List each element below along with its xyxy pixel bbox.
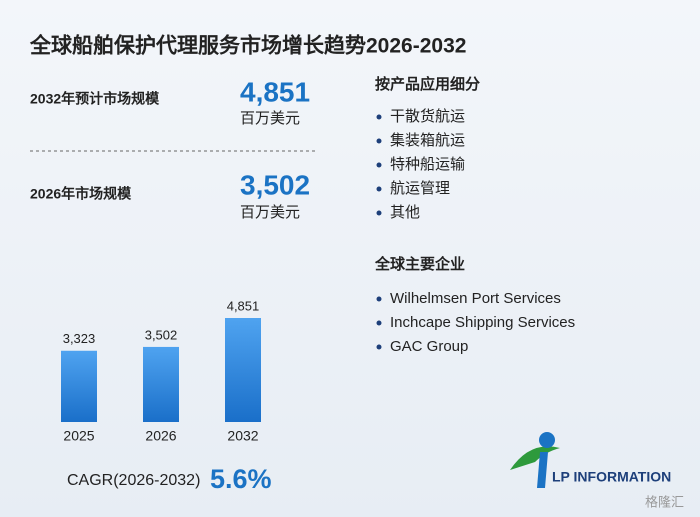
x-tick-label: 2026 bbox=[145, 428, 176, 444]
x-tick-label: 2025 bbox=[63, 428, 94, 444]
bullet bbox=[376, 186, 382, 192]
list-item: 特种船运输 bbox=[390, 156, 465, 173]
logo-head bbox=[539, 432, 555, 448]
list-item: 航运管理 bbox=[390, 180, 450, 197]
stat-label: 2032年预计市场规模 bbox=[30, 91, 160, 107]
bullet bbox=[376, 210, 382, 216]
list-item: GAC Group bbox=[390, 338, 468, 355]
stat-value: 4,851 bbox=[240, 76, 310, 107]
list-item: 集装箱航运 bbox=[390, 132, 465, 149]
bullet bbox=[376, 296, 382, 302]
bar bbox=[225, 318, 261, 422]
stat-label: 2026年市场规模 bbox=[30, 186, 132, 202]
stat-unit: 百万美元 bbox=[240, 110, 300, 127]
watermark: 格隆汇 bbox=[645, 494, 684, 509]
logo-body bbox=[537, 452, 548, 488]
segments-title: 按产品应用细分 bbox=[375, 75, 480, 93]
value-label: 3,502 bbox=[145, 327, 178, 342]
bar bbox=[143, 346, 179, 422]
bullet bbox=[376, 138, 382, 144]
bullet bbox=[376, 114, 382, 120]
stat-unit: 百万美元 bbox=[240, 204, 300, 221]
bullet bbox=[376, 320, 382, 326]
title: 全球船舶保护代理服务市场增长趋势2026-2032 bbox=[29, 34, 466, 58]
list-item: 干散货航运 bbox=[390, 108, 465, 125]
cagr-label: CAGR(2026-2032) bbox=[67, 472, 200, 489]
x-tick-label: 2032 bbox=[227, 428, 258, 444]
value-label: 4,851 bbox=[227, 298, 260, 313]
bullet bbox=[376, 162, 382, 168]
list-item: Inchcape Shipping Services bbox=[390, 314, 575, 331]
bullet bbox=[376, 344, 382, 350]
value-label: 3,323 bbox=[63, 331, 96, 346]
companies-title: 全球主要企业 bbox=[374, 255, 465, 273]
list-item: Wilhelmsen Port Services bbox=[390, 290, 561, 307]
cagr-value: 5.6% bbox=[210, 464, 272, 494]
bar bbox=[61, 350, 97, 422]
logo: LP INFORMATION bbox=[510, 432, 671, 488]
list-item: 其他 bbox=[390, 204, 420, 221]
logo-text: LP INFORMATION bbox=[552, 469, 671, 485]
stat-value: 3,502 bbox=[240, 169, 310, 200]
